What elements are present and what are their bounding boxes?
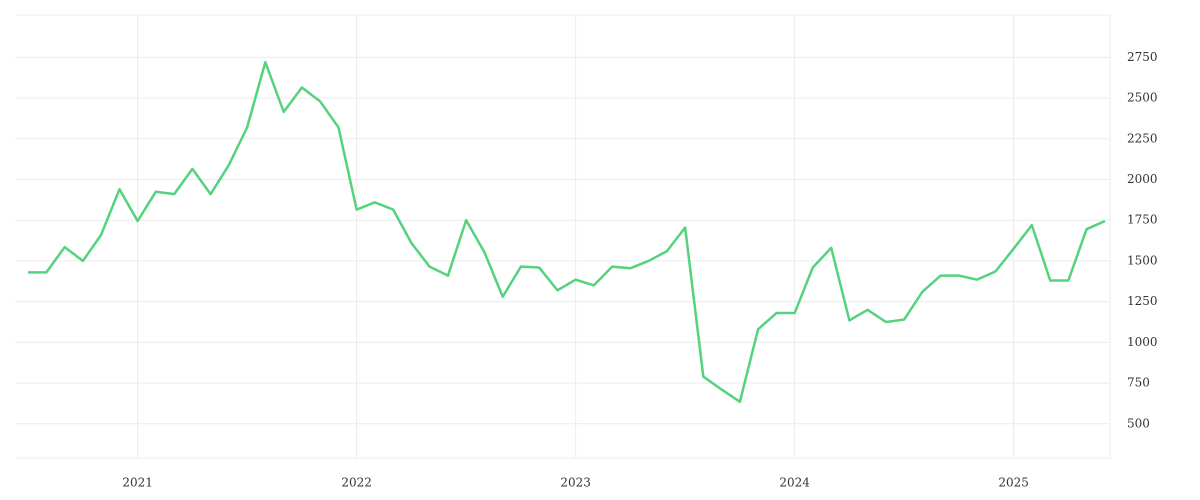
y-tick-label: 1250 xyxy=(1127,294,1158,308)
x-tick-label: 2021 xyxy=(122,476,153,490)
y-tick-label: 1500 xyxy=(1127,253,1158,267)
x-tick-label: 2025 xyxy=(998,476,1029,490)
y-tick-label: 2500 xyxy=(1127,91,1158,105)
x-tick-label: 2024 xyxy=(779,476,810,490)
x-tick-label: 2023 xyxy=(560,476,591,490)
y-tick-label: 2000 xyxy=(1127,172,1158,186)
y-tick-label: 2250 xyxy=(1127,131,1158,145)
y-tick-label: 2750 xyxy=(1127,50,1158,64)
y-tick-label: 1000 xyxy=(1127,335,1158,349)
y-tick-label: 750 xyxy=(1127,376,1150,390)
x-tick-label: 2022 xyxy=(341,476,372,490)
y-tick-label: 1750 xyxy=(1127,213,1158,227)
y-tick-label: 500 xyxy=(1127,416,1150,430)
data-line xyxy=(28,60,1106,404)
